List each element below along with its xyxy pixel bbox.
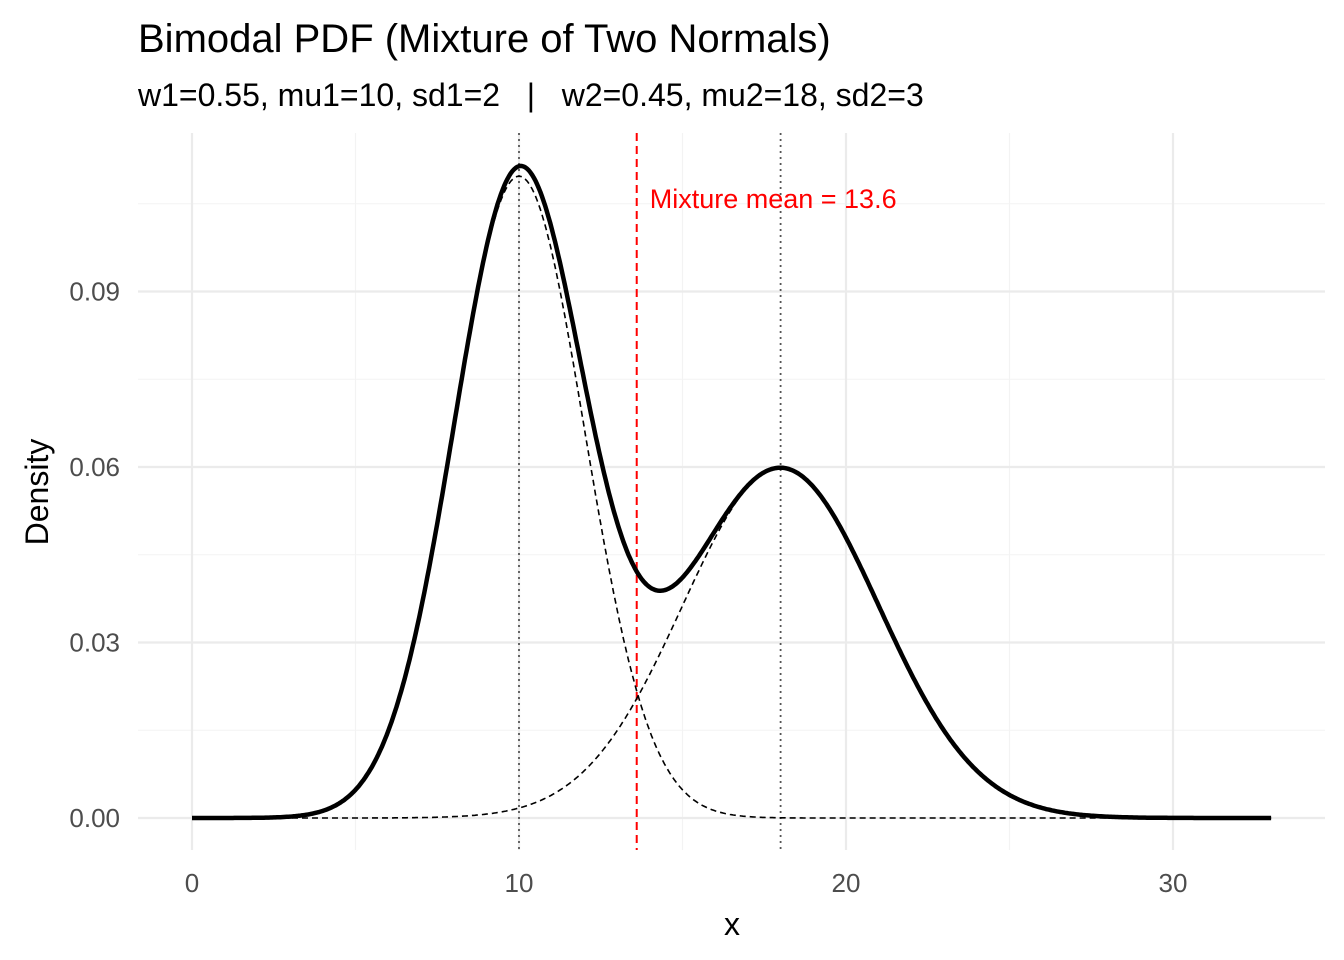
- chart-title: Bimodal PDF (Mixture of Two Normals): [138, 17, 831, 61]
- grid: [138, 133, 1325, 850]
- x-tick-label: 20: [832, 868, 861, 898]
- mean-annotation: Mixture mean = 13.6: [650, 184, 897, 214]
- y-tick-label: 0.03: [69, 628, 120, 658]
- y-axis-ticks: 0.00 0.03 0.06 0.09: [69, 277, 120, 834]
- curves: [191, 163, 1272, 821]
- mixture-curve: [191, 163, 1272, 821]
- y-tick-label: 0.06: [69, 452, 120, 482]
- x-tick-label: 10: [505, 868, 534, 898]
- component-2-curve: [192, 467, 1272, 819]
- x-axis-ticks: 0 10 20 30: [185, 868, 1188, 898]
- y-axis-label: Density: [19, 439, 55, 546]
- component-1-curve: [192, 175, 1272, 819]
- y-tick-label: 0.00: [69, 803, 120, 833]
- chart-subtitle: w1=0.55, mu1=10, sd1=2 | w2=0.45, mu2=18…: [137, 77, 924, 113]
- reference-lines: [518, 133, 782, 850]
- x-tick-label: 0: [185, 868, 199, 898]
- x-tick-label: 30: [1159, 868, 1188, 898]
- x-axis-label: x: [724, 906, 740, 942]
- y-tick-label: 0.09: [69, 277, 120, 307]
